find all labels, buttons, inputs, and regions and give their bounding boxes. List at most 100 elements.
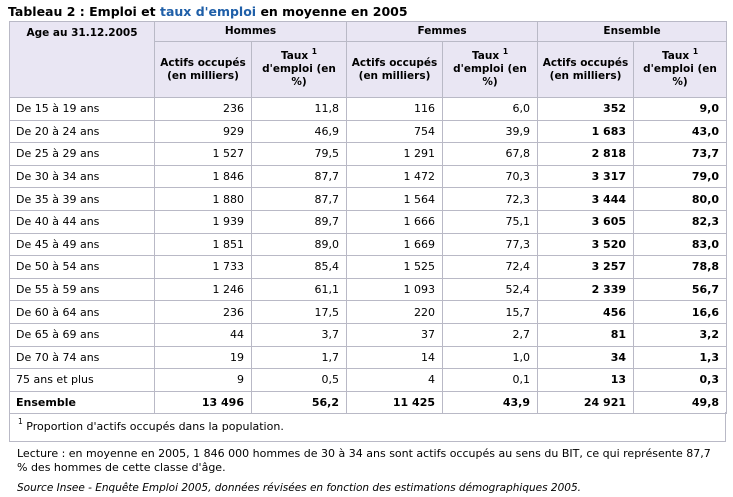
table-cell: 13 (537, 368, 635, 392)
row-label: 75 ans et plus (9, 368, 155, 392)
table-cell: 3 444 (537, 187, 635, 211)
subheader-taux: Taux 1 d'emploi (en %) (633, 41, 728, 98)
table-cell: 0,3 (633, 368, 728, 392)
table-cell: 1,0 (442, 345, 539, 370)
table-cell: 236 (154, 300, 252, 324)
footnote-ref: 1 (692, 46, 699, 56)
row-label: De 60 à 64 ans (9, 300, 155, 324)
table-row: De 65 à 69 ans 44 3,7 37 2,7 81 3,2 (9, 322, 728, 347)
table-cell: 2 818 (537, 142, 635, 166)
table-cell: 67,8 (442, 142, 539, 166)
table-cell: 1 527 (154, 142, 252, 166)
table-cell: 3 605 (537, 209, 635, 234)
row-label: De 65 à 69 ans (9, 322, 155, 347)
row-label: De 55 à 59 ans (9, 277, 155, 302)
table-cell: 1,3 (633, 345, 728, 370)
table-cell: 37 (346, 322, 444, 347)
table-cell: 3,2 (633, 322, 728, 347)
table-cell: 89,0 (250, 232, 348, 257)
table-cell: 14 (346, 345, 444, 370)
table-cell: 80,0 (633, 187, 728, 211)
subheader-actifs: Actifs occupés (en milliers) (537, 41, 635, 98)
table-cell: 11,8 (250, 97, 348, 121)
table-cell: 3,7 (250, 322, 348, 347)
table-cell: 1 880 (154, 187, 252, 211)
table-cell: 87,7 (250, 187, 348, 211)
table-cell: 79,0 (633, 164, 728, 189)
table-row: De 35 à 39 ans 1 880 87,7 1 564 72,3 3 444 80,… (9, 187, 728, 211)
table-cell: 77,3 (442, 232, 539, 257)
table-row: De 15 à 19 ans 236 11,8 116 6,0 352 9,0 (9, 97, 728, 121)
table-cell: 1 472 (346, 164, 444, 189)
table-row: De 50 à 54 ans 1 733 85,4 1 525 72,4 3 257 78,… (9, 255, 728, 279)
table-cell: 52,4 (442, 277, 539, 302)
subheader-actifs: Actifs occupés (en milliers) (346, 41, 444, 98)
table-cell: 9 (154, 368, 252, 392)
table-cell: 1,7 (250, 345, 348, 370)
table-cell: 456 (537, 300, 635, 324)
subheader-taux-unit: d'emploi (en %) (643, 63, 717, 88)
table-row: De 70 à 74 ans 19 1,7 14 1,0 34 1,3 (9, 345, 728, 370)
title-suffix: en moyenne en 2005 (256, 4, 408, 19)
table-cell: 44 (154, 322, 252, 347)
table-cell: 46,9 (250, 119, 348, 144)
table-cell: 1 564 (346, 187, 444, 211)
table-cell: 9,0 (633, 97, 728, 121)
subheader-taux-unit: d'emploi (en %) (453, 63, 527, 88)
table-cell: 236 (154, 97, 252, 121)
table-row: De 45 à 49 ans 1 851 89,0 1 669 77,3 3 520 83,… (9, 232, 728, 257)
table-row: Ensemble 13 496 56,2 11 425 43,9 24 921 49,8 (9, 390, 728, 415)
table-cell: 1 666 (346, 209, 444, 234)
table-cell: 43,0 (633, 119, 728, 144)
table-cell: 754 (346, 119, 444, 144)
table-body: De 15 à 19 ans 236 11,8 116 6,0 352 9,0 De 20 à… (9, 97, 728, 415)
group-header-femmes: Femmes (346, 21, 539, 42)
table-cell: 3 520 (537, 232, 635, 257)
subheader-actifs: Actifs occupés (en milliers) (154, 41, 252, 98)
footnote-text: Proportion d'actifs occupés dans la popu… (22, 420, 284, 433)
table-row: 75 ans et plus 9 0,5 4 0,1 13 0,3 (9, 368, 728, 392)
table-cell: 3 317 (537, 164, 635, 189)
row-label: De 35 à 39 ans (9, 187, 155, 211)
table-cell: 89,7 (250, 209, 348, 234)
table-cell: 11 425 (346, 390, 444, 415)
table-cell: 16,6 (633, 300, 728, 324)
table-cell: 1 291 (346, 142, 444, 166)
table-cell: 56,7 (633, 277, 728, 302)
subheader-taux-label: Taux (280, 50, 309, 62)
row-label: Ensemble (9, 390, 155, 415)
row-label: De 45 à 49 ans (9, 232, 155, 257)
table-cell: 82,3 (633, 209, 728, 234)
table-cell: 1 846 (154, 164, 252, 189)
table-cell: 79,5 (250, 142, 348, 166)
table-cell: 70,3 (442, 164, 539, 189)
table-cell: 6,0 (442, 97, 539, 121)
taux-emploi-link[interactable]: taux d'emploi (159, 4, 257, 19)
table-cell: 75,1 (442, 209, 539, 234)
table-cell: 13 496 (154, 390, 252, 415)
table-cell: 4 (346, 368, 444, 392)
table-cell: 929 (154, 119, 252, 144)
table-cell: 43,9 (442, 390, 539, 415)
table-cell: 1 851 (154, 232, 252, 257)
table-row: De 30 à 34 ans 1 846 87,7 1 472 70,3 3 317 79,… (9, 164, 728, 189)
table-cell: 15,7 (442, 300, 539, 324)
table-cell: 39,9 (442, 119, 539, 144)
table-cell: 0,5 (250, 368, 348, 392)
row-label: De 25 à 29 ans (9, 142, 155, 166)
table-cell: 0,1 (442, 368, 539, 392)
table-cell: 87,7 (250, 164, 348, 189)
source-note: Source Insee - Enquête Emploi 2005, donn… (17, 482, 581, 494)
table-cell: 24 921 (537, 390, 635, 415)
table-cell: 17,5 (250, 300, 348, 324)
table-cell: 1 939 (154, 209, 252, 234)
row-label: De 70 à 74 ans (9, 345, 155, 370)
table-cell: 2 339 (537, 277, 635, 302)
table-row: De 20 à 24 ans 929 46,9 754 39,9 1 683 43,0 (9, 119, 728, 144)
table-cell: 2,7 (442, 322, 539, 347)
footnote-ref: 1 (502, 46, 509, 56)
table-cell: 1 683 (537, 119, 635, 144)
table-row: De 25 à 29 ans 1 527 79,5 1 291 67,8 2 818 73,… (9, 142, 728, 166)
row-label: De 50 à 54 ans (9, 255, 155, 279)
footnote-mark: 1 (18, 417, 23, 427)
